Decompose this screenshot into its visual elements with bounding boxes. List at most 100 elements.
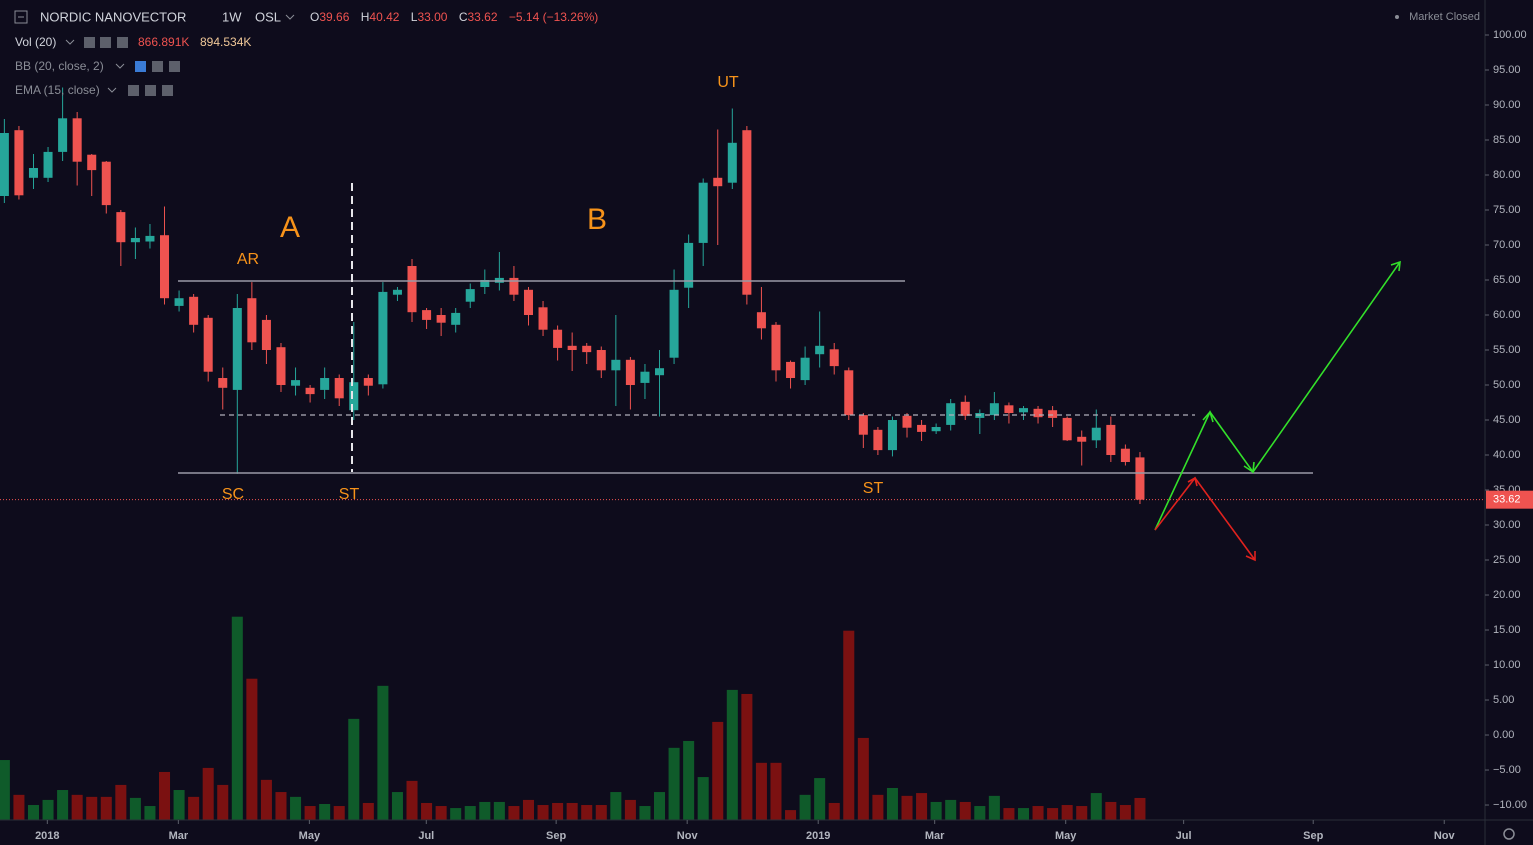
close-icon[interactable]: [169, 61, 180, 72]
close-icon[interactable]: [162, 85, 173, 96]
eye-icon[interactable]: [128, 85, 139, 96]
candle-body: [320, 378, 330, 390]
volume-bar: [683, 740, 695, 820]
candle-body: [756, 312, 766, 329]
volume-bar: [435, 806, 447, 820]
y-tick-label: 15.00: [1493, 624, 1521, 636]
eye-icon[interactable]: [84, 37, 95, 48]
volume-bar: [246, 678, 258, 820]
candle-body: [815, 345, 825, 355]
collapse-button[interactable]: [14, 10, 28, 24]
y-tick-label: 30.00: [1493, 519, 1521, 531]
candle-body: [422, 310, 432, 320]
candle-body: [407, 266, 417, 313]
candle-body: [276, 347, 286, 386]
indicator-value: 866.891K: [138, 35, 189, 49]
candle-body: [291, 380, 301, 386]
volume-bar: [377, 685, 389, 820]
ohlc-key: C: [459, 10, 468, 24]
candle-body: [917, 424, 927, 432]
x-tick-label: Jul: [418, 830, 434, 842]
x-tick-label: 2019: [806, 830, 830, 842]
volume-bar: [522, 799, 534, 820]
candle-body: [698, 182, 708, 243]
candle-body: [1106, 424, 1116, 456]
candle-body: [130, 238, 140, 243]
x-tick-label: Sep: [1303, 830, 1323, 842]
candle-body: [567, 345, 577, 351]
indicator-name[interactable]: Vol (20): [15, 35, 56, 49]
y-tick-label: 75.00: [1493, 204, 1521, 216]
volume-bar: [1032, 806, 1044, 820]
settings-button[interactable]: [1503, 828, 1515, 840]
dropdown-icon[interactable]: [285, 14, 295, 20]
eye-icon[interactable]: [135, 61, 146, 72]
gear-icon[interactable]: [152, 61, 163, 72]
dropdown-icon[interactable]: [65, 39, 75, 45]
candle-body: [247, 298, 257, 343]
volume-bar: [741, 693, 753, 820]
candle-body: [451, 312, 461, 325]
ohlc-value: 40.42: [369, 10, 399, 24]
volume-bar: [391, 792, 403, 820]
x-tick-label: Jul: [1176, 830, 1192, 842]
volume-bar: [726, 689, 738, 820]
interval[interactable]: 1W: [222, 9, 242, 24]
volume-bar: [508, 806, 520, 820]
candle-body: [174, 298, 184, 306]
volume-bar: [1061, 805, 1073, 820]
ohlc-key: L: [411, 10, 418, 24]
annotation: B: [587, 203, 607, 236]
candle-body: [1062, 417, 1072, 441]
close-icon[interactable]: [117, 37, 128, 48]
candle-body: [232, 308, 242, 390]
candle-body: [43, 151, 53, 178]
ohlc-value: 33.00: [417, 10, 447, 24]
candle-body: [523, 289, 533, 316]
candle-body: [28, 168, 38, 178]
volume-bar: [217, 784, 229, 820]
indicator-name[interactable]: EMA (15, close): [15, 83, 100, 97]
candle-body: [145, 235, 155, 242]
volume-bar: [654, 792, 666, 820]
volume-bar: [566, 802, 578, 820]
volume-bar: [450, 808, 462, 820]
candle-body: [1048, 410, 1058, 418]
x-tick-label: Mar: [925, 830, 945, 842]
gear-icon[interactable]: [100, 37, 111, 48]
indicator-name[interactable]: BB (20, close, 2): [15, 59, 104, 73]
candle-body: [436, 315, 446, 323]
volume-bar: [857, 737, 869, 820]
dropdown-icon[interactable]: [107, 87, 117, 93]
annotation: SC: [222, 486, 244, 503]
candle-body: [349, 382, 359, 411]
candle-body: [363, 378, 373, 386]
arrow-head: [1202, 410, 1214, 423]
volume-bar: [479, 801, 491, 820]
annotation: UT: [717, 74, 739, 91]
y-tick-label: −10.00: [1493, 799, 1527, 811]
volume-bar: [100, 796, 112, 820]
x-tick-label: Nov: [677, 830, 699, 842]
y-tick-label: 60.00: [1493, 309, 1521, 321]
dropdown-icon[interactable]: [115, 63, 125, 69]
candle-body: [101, 161, 111, 206]
candle-body: [611, 359, 621, 371]
volume-bar: [129, 797, 141, 820]
gear-icon[interactable]: [145, 85, 156, 96]
candle-body: [553, 329, 563, 348]
x-tick-label: Mar: [169, 830, 189, 842]
candle-body: [800, 357, 810, 381]
volume-bar: [755, 762, 767, 820]
volume-bar: [0, 760, 10, 820]
volume-bar: [42, 799, 54, 820]
candle-body: [684, 242, 694, 288]
y-tick-label: 65.00: [1493, 274, 1521, 286]
candle-body: [596, 350, 606, 371]
axes: 100.00 95.00 90.00 85.00 80.00 75.00 70.00 65.0…: [35, 29, 1533, 842]
candle-body: [582, 345, 592, 353]
volume-bar: [231, 616, 243, 820]
ohlc-value: 33.62: [468, 10, 498, 24]
volume-bar: [595, 805, 607, 820]
